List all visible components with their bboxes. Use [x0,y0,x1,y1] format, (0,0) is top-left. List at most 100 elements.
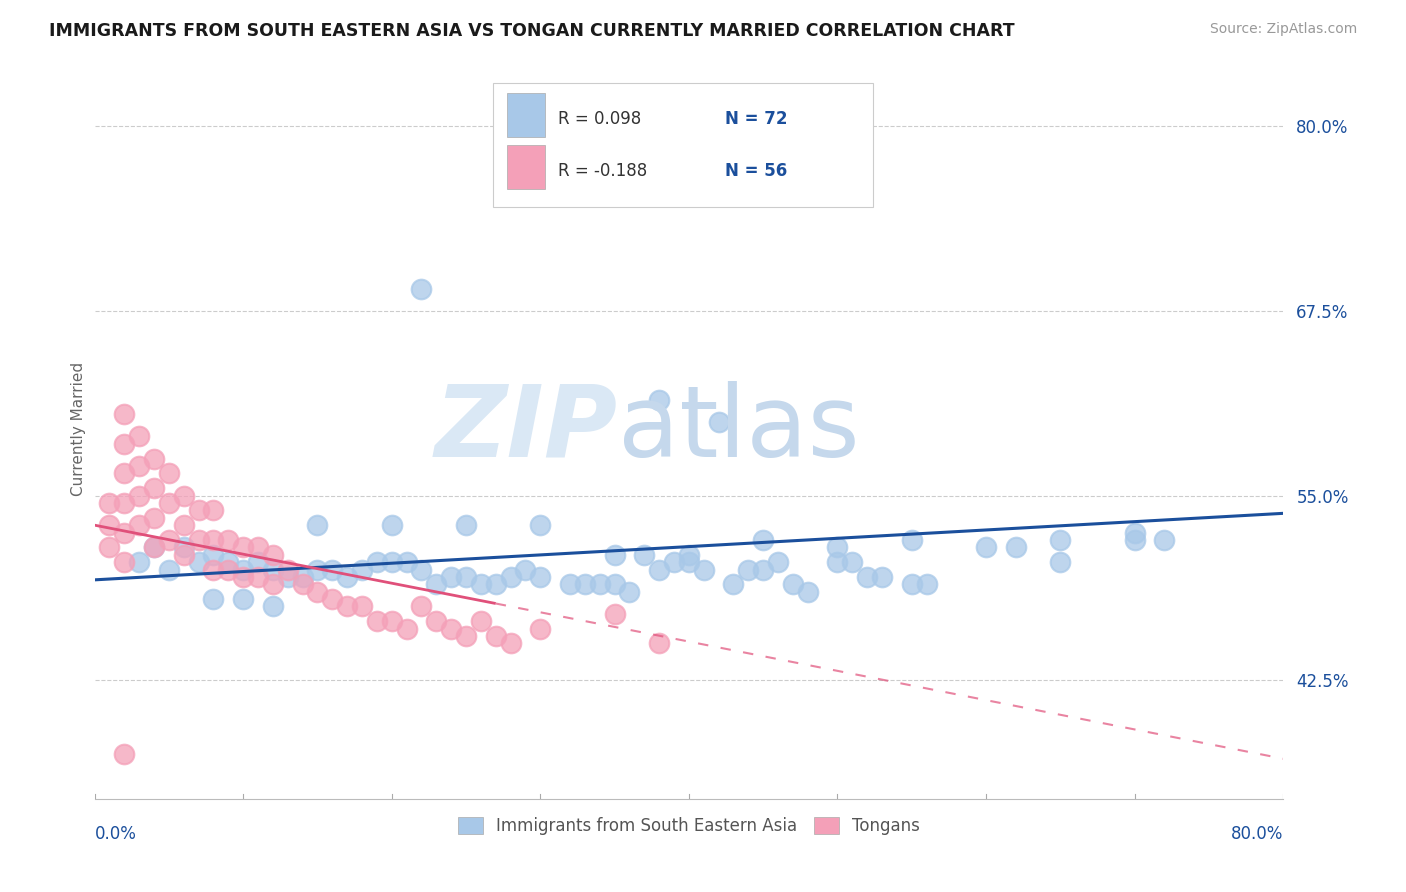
Point [827,541,849,555]
Point [603,607,626,621]
Point [157,562,180,576]
Point [112,555,135,569]
Text: IMMIGRANTS FROM SOUTH EASTERN ASIA VS TONGAN CURRENTLY MARRIED CORRELATION CHART: IMMIGRANTS FROM SOUTH EASTERN ASIA VS TO… [49,22,1015,40]
Point [648,636,671,650]
Point [307,562,329,576]
Point [128,429,150,443]
Point [411,599,433,614]
Point [173,541,195,555]
Point [232,570,254,584]
Point [187,503,209,517]
Text: 0.0%: 0.0% [94,825,136,843]
Point [321,592,343,607]
Point [98,541,121,555]
Point [470,577,492,591]
Point [173,518,195,533]
Point [633,548,655,562]
Point [752,533,775,547]
Point [1153,533,1175,547]
Legend: Immigrants from South Eastern Asia, Tongans: Immigrants from South Eastern Asia, Tong… [451,811,927,842]
Point [454,570,477,584]
Point [841,555,863,569]
Point [381,518,404,533]
Point [915,577,938,591]
Point [187,533,209,547]
Point [350,599,373,614]
Point [291,577,314,591]
Point [678,548,700,562]
Point [619,584,641,599]
Point [262,562,284,576]
Point [112,407,135,421]
Point [693,562,716,576]
Point [366,555,388,569]
Point [202,562,225,576]
Point [470,614,492,628]
Point [515,562,537,576]
Text: N = 56: N = 56 [724,161,787,179]
Point [307,584,329,599]
Text: N = 72: N = 72 [724,110,787,128]
Text: Source: ZipAtlas.com: Source: ZipAtlas.com [1209,22,1357,37]
Point [499,570,522,584]
Point [98,518,121,533]
Point [395,555,418,569]
Point [232,541,254,555]
Bar [508,145,546,189]
Point [173,489,195,503]
Point [173,548,195,562]
Point [187,555,209,569]
Point [128,458,150,473]
Point [217,562,239,576]
Point [202,503,225,517]
Point [143,541,166,555]
Point [277,570,299,584]
Point [98,496,121,510]
Point [262,577,284,591]
Point [202,592,225,607]
Text: R = -0.188: R = -0.188 [558,161,647,179]
Point [454,629,477,643]
Point [112,437,135,451]
Point [870,570,893,584]
Point [217,555,239,569]
Point [603,577,626,591]
Point [558,577,581,591]
Point [143,451,166,466]
Point [128,518,150,533]
Point [529,622,551,636]
Point [157,467,180,481]
Point [262,599,284,614]
Point [381,614,404,628]
Point [827,555,849,569]
Text: atlas: atlas [617,381,859,477]
Point [143,510,166,524]
Y-axis label: Currently Married: Currently Married [72,362,86,496]
Point [707,415,730,429]
Point [157,533,180,547]
Point [678,555,700,569]
Point [232,562,254,576]
Point [766,555,789,569]
FancyBboxPatch shape [492,83,873,208]
Point [440,622,463,636]
Point [485,577,508,591]
Point [277,562,299,576]
Point [440,570,463,584]
Point [454,518,477,533]
Point [499,636,522,650]
Point [411,562,433,576]
Point [648,392,671,407]
Point [395,622,418,636]
Point [737,562,759,576]
Point [603,548,626,562]
Text: 80.0%: 80.0% [1230,825,1284,843]
Point [143,481,166,495]
Point [1049,555,1071,569]
Point [425,577,447,591]
Point [900,533,922,547]
Point [350,562,373,576]
Point [143,541,166,555]
Point [485,629,508,643]
Point [1049,533,1071,547]
